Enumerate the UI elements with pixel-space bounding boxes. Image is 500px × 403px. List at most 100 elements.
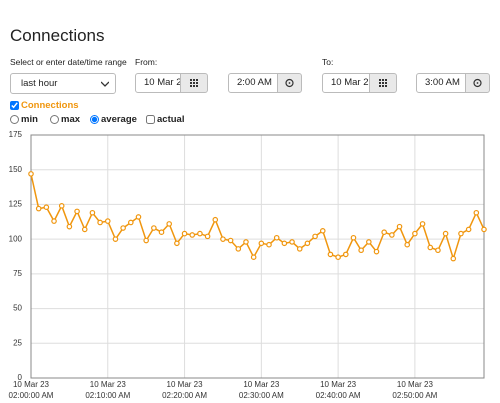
range-label: Select or enter date/time range: [10, 57, 127, 67]
range-select[interactable]: last hour: [10, 73, 116, 94]
data-point: [43, 204, 50, 211]
data-point: [435, 247, 441, 254]
calendar-icon: [379, 79, 387, 87]
x-tick-label: 02:40:00 AM: [316, 391, 361, 400]
data-point: [120, 225, 126, 231]
data-point: [396, 223, 403, 230]
data-point: [112, 236, 119, 242]
data-point: [450, 255, 457, 262]
from-clock-button[interactable]: [277, 73, 302, 93]
data-point: [189, 232, 196, 238]
data-point: [389, 232, 395, 238]
data-point: [319, 228, 326, 234]
mode-option[interactable]: max: [50, 114, 80, 125]
y-tick-label: 75: [13, 269, 22, 278]
y-tick-label: 150: [9, 165, 23, 174]
data-point: [220, 236, 226, 242]
data-point: [197, 230, 203, 237]
data-point: [358, 247, 364, 254]
data-point: [327, 251, 334, 258]
from-label: From:: [135, 57, 158, 67]
data-point: [458, 230, 464, 237]
y-tick-label: 50: [13, 304, 22, 313]
data-point: [289, 239, 295, 245]
mode-checkbox[interactable]: [146, 115, 155, 124]
mode-option[interactable]: min: [10, 114, 38, 125]
data-point: [151, 225, 157, 231]
data-point: [243, 239, 249, 245]
x-tick-label: 10 Mar 23: [320, 380, 357, 389]
page-title: Connections: [10, 26, 105, 45]
data-point: [296, 246, 303, 252]
data-point: [35, 205, 42, 212]
data-point: [135, 214, 142, 220]
data-point: [174, 240, 180, 247]
mode-option[interactable]: actual: [146, 114, 184, 125]
from-time[interactable]: 2:00 AM: [228, 73, 278, 93]
to-date[interactable]: 10 Mar 2: [322, 73, 370, 93]
data-point: [28, 171, 34, 177]
data-point: [89, 209, 96, 216]
data-point: [81, 226, 88, 233]
data-point: [158, 229, 165, 236]
data-point: [74, 208, 80, 215]
to-time[interactable]: 3:00 AM: [416, 73, 466, 93]
data-point: [473, 209, 480, 216]
series-checkbox[interactable]: [10, 101, 19, 110]
x-tick-label: 02:20:00 AM: [162, 391, 207, 400]
data-point: [143, 237, 149, 244]
data-point: [58, 203, 65, 209]
range-value: last hour: [21, 78, 58, 89]
data-point: [266, 241, 272, 248]
from-calendar-button[interactable]: [180, 73, 208, 93]
x-tick-label: 02:00:00 AM: [9, 391, 54, 400]
data-point: [465, 226, 472, 233]
data-point: [128, 219, 134, 226]
data-point: [212, 216, 219, 223]
data-point: [204, 233, 211, 240]
mode-label: actual: [157, 114, 185, 125]
x-tick-label: 02:30:00 AM: [239, 391, 284, 400]
data-point: [312, 233, 318, 240]
series-toggle[interactable]: Connections: [10, 100, 79, 111]
data-point: [166, 221, 173, 227]
y-tick-label: 125: [9, 200, 23, 209]
y-tick-label: 175: [9, 130, 23, 139]
data-point: [258, 240, 265, 247]
mode-radio[interactable]: [50, 115, 59, 124]
data-point: [250, 254, 257, 260]
x-tick-label: 10 Mar 23: [13, 380, 50, 389]
data-point: [412, 230, 418, 237]
data-point: [404, 241, 411, 248]
data-point: [273, 234, 280, 241]
data-point: [304, 240, 311, 247]
mode-label: max: [61, 114, 81, 125]
data-point: [350, 234, 357, 241]
data-point: [373, 248, 380, 255]
mode-option[interactable]: average: [90, 114, 137, 125]
legend-label: Connections: [21, 100, 79, 111]
mode-label: average: [101, 114, 137, 125]
clock-icon: [285, 78, 294, 88]
data-point: [366, 239, 372, 245]
mode-label: min: [21, 114, 38, 125]
to-clock-button[interactable]: [465, 73, 490, 93]
mode-radio[interactable]: [90, 115, 99, 124]
y-tick-label: 25: [13, 338, 22, 347]
data-point: [66, 223, 73, 230]
data-point: [51, 218, 57, 224]
from-date[interactable]: 10 Mar 2: [135, 73, 181, 93]
data-point: [342, 251, 349, 258]
calendar-icon: [190, 79, 198, 87]
data-point: [227, 237, 234, 244]
mode-radio[interactable]: [10, 115, 19, 124]
data-point: [104, 218, 111, 224]
data-point: [335, 254, 341, 260]
data-point: [97, 219, 103, 226]
data-point: [481, 226, 487, 233]
plot-border: [30, 134, 485, 379]
to-calendar-button[interactable]: [369, 73, 397, 93]
x-tick-label: 02:10:00 AM: [85, 391, 130, 400]
